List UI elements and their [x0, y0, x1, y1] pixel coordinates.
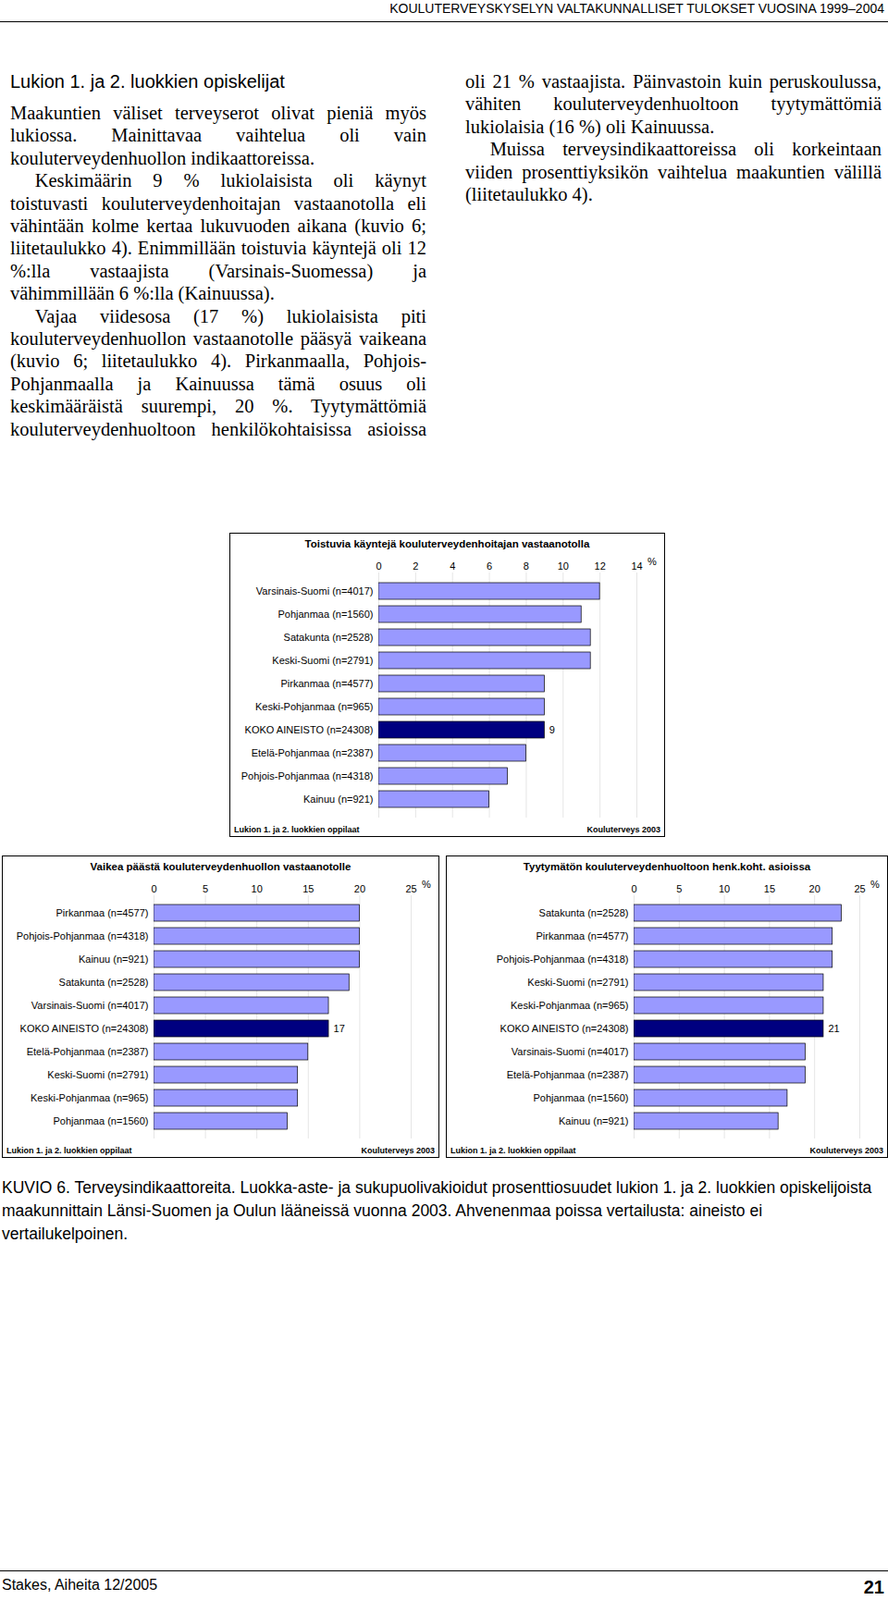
svg-text:Keski-Pohjanmaa (n=965): Keski-Pohjanmaa (n=965)	[510, 999, 629, 1012]
html-text:KUVIO 6. Terveysindikaattoreit: KUVIO 6. Terveysindikaattoreita. Luokka-…	[1, 1178, 872, 1244]
html-text:Lukion 1. ja 2. luokkien opisk: Lukion 1. ja 2. luokkien opiskelijat	[10, 71, 285, 92]
svg-text:9: 9	[549, 724, 555, 736]
svg-text:Pirkanmaa (n=4577): Pirkanmaa (n=4577)	[536, 930, 629, 942]
svg-text:Pohjois-Pohjanmaa (n=4318): Pohjois-Pohjanmaa (n=4318)	[496, 953, 629, 965]
html-text:Kouluterveys 2003: Kouluterveys 2003	[586, 825, 661, 835]
svg-text:2: 2	[412, 560, 419, 572]
svg-text:Varsinais-Suomi (n=4017): Varsinais-Suomi (n=4017)	[256, 585, 374, 597]
svg-text:0: 0	[150, 883, 157, 895]
html-text:Lukion 1. ja 2. luokkien oppil: Lukion 1. ja 2. luokkien oppilaat	[234, 825, 360, 835]
svg-text:5: 5	[202, 883, 209, 895]
svg-text:21: 21	[827, 1023, 839, 1035]
svg-text:%: %	[421, 878, 432, 890]
svg-text:Etelä-Pohjanmaa (n=2387): Etelä-Pohjanmaa (n=2387)	[26, 1046, 149, 1058]
html-text:KOULUTERVEYSKYSELYN VALTAKUNNA: KOULUTERVEYSKYSELYN VALTAKUNNALLISET TUL…	[389, 0, 885, 16]
svg-text:Pirkanmaa (n=4577): Pirkanmaa (n=4577)	[56, 907, 149, 919]
html-text:Lukion 1. ja 2. luokkien oppil: Lukion 1. ja 2. luokkien oppilaat	[450, 1146, 576, 1156]
svg-text:4: 4	[449, 560, 456, 572]
svg-text:Pohjois-Pohjanmaa (n=4318): Pohjois-Pohjanmaa (n=4318)	[241, 770, 374, 782]
svg-text:KOKO AINEISTO (n=24308): KOKO AINEISTO (n=24308)	[500, 1023, 629, 1035]
svg-text:15: 15	[764, 883, 776, 895]
svg-text:25: 25	[405, 883, 417, 895]
svg-text:Keski-Pohjanmaa (n=965): Keski-Pohjanmaa (n=965)	[30, 1092, 149, 1104]
svg-text:20: 20	[354, 883, 366, 895]
svg-text:Etelä-Pohjanmaa (n=2387): Etelä-Pohjanmaa (n=2387)	[506, 1069, 629, 1081]
svg-text:10: 10	[557, 560, 569, 572]
svg-text:Pirkanmaa (n=4577): Pirkanmaa (n=4577)	[281, 678, 374, 690]
html-text:Tyytymätön kouluterveydenhuolt: Tyytymätön kouluterveydenhuoltoon henk.k…	[523, 861, 811, 873]
svg-text:5: 5	[676, 883, 682, 895]
svg-text:0: 0	[375, 560, 382, 572]
svg-text:6: 6	[486, 560, 493, 572]
html-text:Toistuvia käyntejä koulutervey: Toistuvia käyntejä kouluterveydenhoitaja…	[304, 538, 590, 550]
html-text:Kouluterveys 2003: Kouluterveys 2003	[361, 1146, 435, 1156]
html-text:Muissa terveysindikaattoreissa: Muissa terveysindikaattoreissa oli korke…	[465, 138, 882, 205]
svg-text:%: %	[647, 555, 657, 568]
svg-text:Satakunta (n=2528): Satakunta (n=2528)	[539, 907, 629, 919]
svg-text:Satakunta (n=2528): Satakunta (n=2528)	[59, 976, 149, 988]
svg-text:10: 10	[718, 883, 730, 895]
svg-text:Pohjois-Pohjanmaa (n=4318): Pohjois-Pohjanmaa (n=4318)	[16, 930, 149, 942]
html-text:21: 21	[863, 1577, 885, 1598]
svg-text:Kainuu (n=921): Kainuu (n=921)	[303, 793, 374, 805]
html-text:Vajaa viidesosa (17 %) lukiola: Vajaa viidesosa (17 %) lukiolaisista pit…	[10, 71, 882, 440]
svg-text:Varsinais-Suomi (n=4017): Varsinais-Suomi (n=4017)	[511, 1046, 629, 1058]
svg-text:Kainuu (n=921): Kainuu (n=921)	[558, 1115, 629, 1127]
svg-text:Pohjanmaa (n=1560): Pohjanmaa (n=1560)	[532, 1092, 629, 1104]
svg-text:KOKO AINEISTO (n=24308): KOKO AINEISTO (n=24308)	[245, 724, 374, 736]
svg-text:Varsinais-Suomi (n=4017): Varsinais-Suomi (n=4017)	[31, 999, 149, 1012]
svg-text:12: 12	[594, 560, 606, 572]
svg-text:15: 15	[302, 883, 314, 895]
svg-text:0: 0	[630, 883, 637, 895]
html-text:Maakuntien väliset terveyserot: Maakuntien väliset terveyserot olivat pi…	[10, 102, 427, 169]
svg-text:Keski-Suomi (n=2791): Keski-Suomi (n=2791)	[527, 976, 629, 988]
svg-text:Pohjanmaa (n=1560): Pohjanmaa (n=1560)	[52, 1115, 148, 1127]
svg-text:Keski-Suomi (n=2791): Keski-Suomi (n=2791)	[271, 654, 373, 666]
svg-text:%: %	[870, 878, 880, 890]
svg-text:KOKO AINEISTO (n=24308): KOKO AINEISTO (n=24308)	[20, 1023, 149, 1035]
svg-text:Satakunta (n=2528): Satakunta (n=2528)	[283, 631, 374, 643]
html-text:Keskimäärin 9 % lukiolaisista: Keskimäärin 9 % lukiolaisista oli käynyt…	[10, 170, 427, 304]
svg-text:10: 10	[251, 883, 263, 895]
svg-text:8: 8	[523, 560, 530, 572]
html-text:Vaikea päästä kouluterveydenhu: Vaikea päästä kouluterveydenhuollon vast…	[90, 861, 351, 873]
svg-text:Keski-Pohjanmaa (n=965): Keski-Pohjanmaa (n=965)	[255, 701, 374, 713]
html-text:Kouluterveys 2003: Kouluterveys 2003	[809, 1146, 884, 1156]
svg-text:20: 20	[809, 883, 821, 895]
svg-text:Etelä-Pohjanmaa (n=2387): Etelä-Pohjanmaa (n=2387)	[251, 747, 374, 759]
svg-text:14: 14	[630, 560, 642, 572]
svg-text:17: 17	[333, 1023, 346, 1035]
svg-text:Pohjanmaa (n=1560): Pohjanmaa (n=1560)	[277, 608, 373, 620]
html-text:Stakes, Aiheita 12/2005: Stakes, Aiheita 12/2005	[1, 1577, 158, 1593]
svg-text:Kainuu (n=921): Kainuu (n=921)	[78, 953, 149, 965]
html-text:Lukion 1. ja 2. luokkien oppil: Lukion 1. ja 2. luokkien oppilaat	[6, 1146, 132, 1156]
svg-text:Keski-Suomi (n=2791): Keski-Suomi (n=2791)	[47, 1069, 148, 1081]
svg-text:25: 25	[853, 883, 865, 895]
